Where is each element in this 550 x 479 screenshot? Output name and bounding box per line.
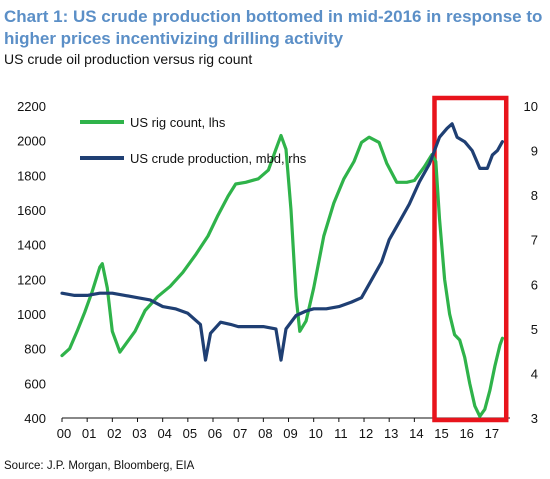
- left-y-tick-label: 1400: [17, 238, 46, 253]
- x-tick-label: 00: [57, 426, 71, 441]
- rig-count-line: [60, 133, 504, 418]
- right-y-tick-label: 10: [524, 99, 538, 114]
- x-tick-label: 09: [283, 426, 297, 441]
- left-y-tick-label: 2200: [17, 99, 46, 114]
- x-tick-label: 15: [434, 426, 448, 441]
- chart-legend: US rig count, lhs US crude production, mb…: [80, 115, 307, 166]
- x-tick-label: 05: [183, 426, 197, 441]
- x-tick-label: 13: [384, 426, 398, 441]
- right-y-tick-label: 7: [531, 233, 538, 248]
- chart-title: Chart 1: US crude production bottomed in…: [4, 7, 543, 48]
- series-layer: [60, 122, 504, 418]
- left-y-tick-label: 800: [24, 342, 46, 357]
- left-y-tick-label: 2000: [17, 134, 46, 149]
- left-y-tick-label: 600: [24, 376, 46, 391]
- x-tick-label: 14: [409, 426, 423, 441]
- x-tick-label: 17: [485, 426, 499, 441]
- legend-label-rig-count: US rig count, lhs: [130, 115, 226, 130]
- x-tick-label: 16: [459, 426, 473, 441]
- right-y-tick-label: 4: [531, 366, 538, 381]
- left-y-tick-label: 1000: [17, 307, 46, 322]
- x-tick-label: 10: [308, 426, 322, 441]
- right-y-tick-label: 6: [531, 277, 538, 292]
- x-tick-label: 03: [132, 426, 146, 441]
- left-y-tick-label: 1200: [17, 272, 46, 287]
- chart-subtitle: US crude oil production versus rig count: [4, 51, 253, 67]
- chart-axes: 00 01 02 03 04 05 06 07 08 09 10 11 12 13 14 15 16 17 400 6…: [17, 99, 538, 441]
- x-tick-label: 01: [82, 426, 96, 441]
- right-y-tick-label: 9: [531, 144, 538, 159]
- x-tick-label: 07: [233, 426, 247, 441]
- x-tick-label: 08: [258, 426, 272, 441]
- right-y-tick-label: 5: [531, 322, 538, 337]
- right-y-tick-label: 8: [531, 188, 538, 203]
- x-tick-label: 06: [208, 426, 222, 441]
- x-tick-label: 11: [334, 426, 348, 441]
- legend-label-crude-production: US crude production, mbd, rhs: [130, 151, 307, 166]
- left-y-tick-label: 1600: [17, 203, 46, 218]
- crude-production-line: [60, 122, 504, 362]
- highlight-layer: [432, 95, 509, 423]
- x-tick-label: 04: [157, 426, 171, 441]
- source-note: Source: J.P. Morgan, Bloomberg, EIA: [4, 460, 195, 472]
- x-tick-label: 12: [359, 426, 373, 441]
- left-y-tick-label: 1800: [17, 168, 46, 183]
- x-tick-label: 02: [107, 426, 121, 441]
- right-y-tick-label: 3: [531, 411, 538, 426]
- highlight-box: [432, 95, 509, 423]
- left-y-tick-label: 400: [24, 411, 46, 426]
